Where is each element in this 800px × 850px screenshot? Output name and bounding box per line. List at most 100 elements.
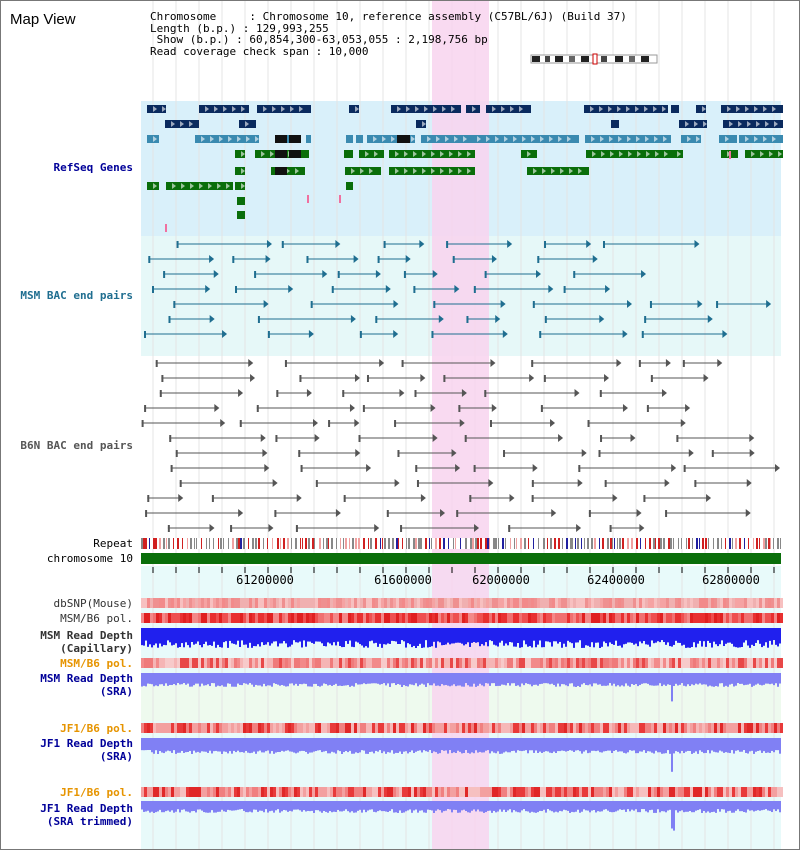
dbsnp-cell xyxy=(672,598,675,608)
jf1-b6-pol2-cell xyxy=(480,787,483,797)
jf1-trimmed-depth-bar xyxy=(625,801,627,812)
msm-sra-depth-bar xyxy=(649,673,651,686)
jf1-trimmed-depth-bar xyxy=(279,801,281,813)
msm-b6-pol2-cell xyxy=(768,658,771,668)
msm-sra-depth-bar xyxy=(299,673,301,685)
jf1-b6-pol-cell xyxy=(672,723,675,733)
msm-capillary-depth-bar xyxy=(417,628,419,646)
msm-b6-pol2-cell xyxy=(687,658,690,668)
msm-b6-pol-cell xyxy=(213,613,216,623)
jf1-sra-depth-bar xyxy=(557,738,559,752)
repeat-element xyxy=(272,538,273,549)
dbsnp-cell xyxy=(627,598,630,608)
jf1-sra-depth-bar xyxy=(755,738,757,752)
jf1-b6-pol2-cell xyxy=(432,787,435,797)
msm-capillary-depth-bar xyxy=(539,628,541,641)
b6n-bac-pair-end xyxy=(711,450,714,457)
msm-b6-pol2-cell xyxy=(468,658,471,668)
jf1-b6-pol2-cell xyxy=(756,787,759,797)
msm-capillary-depth-bar xyxy=(741,628,743,647)
jf1-trimmed-depth-bar xyxy=(727,801,729,812)
msm-b6-pol-cell xyxy=(630,613,633,623)
b6n-bac-pair-end xyxy=(650,375,653,382)
jf1-sra-depth-bar xyxy=(237,738,239,751)
jf1-b6-pol-cell xyxy=(372,723,375,733)
jf1-trimmed-depth-bar xyxy=(233,801,235,811)
jf1-b6-pol2-cell xyxy=(144,787,147,797)
msm-capillary-depth-bar xyxy=(375,628,377,643)
msm-capillary-depth-bar xyxy=(495,628,497,646)
msm-capillary-depth-bar xyxy=(713,628,715,642)
msm-b6-pol-cell xyxy=(342,613,345,623)
jf1-b6-pol-cell xyxy=(594,723,597,733)
jf1-b6-pol2-cell xyxy=(183,787,186,797)
msm-sra-depth-bar xyxy=(561,673,563,685)
msm-bac-pair-end xyxy=(209,255,215,263)
jf1-b6-pol2-cell xyxy=(474,787,477,797)
repeat-element xyxy=(558,538,560,549)
jf1-sra-depth-bar xyxy=(577,738,579,751)
jf1-b6-pol-cell xyxy=(297,723,300,733)
dbsnp-cell xyxy=(375,598,378,608)
jf1-trimmed-depth-bar xyxy=(521,801,523,811)
msm-capillary-depth-bar xyxy=(469,628,471,647)
jf1-b6-pol-cell xyxy=(249,723,252,733)
chromosome-ideogram[interactable] xyxy=(529,53,661,65)
dbsnp-cell xyxy=(390,598,393,608)
msm-sra-depth-bar xyxy=(689,673,691,686)
msm-b6-pol2-cell xyxy=(666,658,669,668)
jf1-b6-pol-cell xyxy=(549,723,552,733)
msm-sra-depth-bar xyxy=(629,673,631,687)
msm-b6-pol-cell xyxy=(438,613,441,623)
msm-b6-pol-cell xyxy=(588,613,591,623)
msm-sra-depth-bar xyxy=(229,673,231,684)
repeat-element xyxy=(418,538,420,549)
b6n-bac-pair-end xyxy=(155,360,158,367)
msm-sra-depth-bar xyxy=(461,673,463,687)
msm-sra-depth-bar xyxy=(611,673,613,686)
msm-sra-depth-bar xyxy=(313,673,315,684)
msm-sra-depth-bar xyxy=(543,673,545,684)
genome-tracks[interactable] xyxy=(141,1,800,850)
msm-b6-pol2-cell xyxy=(372,658,375,668)
repeat-element xyxy=(645,538,646,549)
jf1-b6-pol2-cell xyxy=(414,787,417,797)
repeat-element xyxy=(739,538,741,549)
jf1-trimmed-depth-bar xyxy=(703,801,705,812)
jf1-trimmed-depth-bar xyxy=(601,801,603,812)
jf1-b6-pol2-cell xyxy=(489,787,492,797)
jf1-trimmed-depth-bar xyxy=(299,801,301,811)
msm-bac-pair-end xyxy=(151,286,154,293)
jf1-b6-pol2-cell xyxy=(438,787,441,797)
msm-capillary-depth-bar xyxy=(525,628,527,645)
jf1-trimmed-depth-bar xyxy=(329,801,331,812)
jf1-sra-depth-bar xyxy=(419,738,421,751)
msm-sra-depth-bar xyxy=(755,673,757,685)
jf1-trimmed-depth-bar xyxy=(297,801,299,810)
jf1-b6-pol2-cell xyxy=(222,787,225,797)
b6n-bac-pair-end xyxy=(489,420,492,427)
msm-b6-pol-cell xyxy=(390,613,393,623)
jf1-sra-depth-bar xyxy=(507,738,509,753)
jf1-sra-depth-bar xyxy=(361,738,363,751)
msm-capillary-depth-bar xyxy=(601,628,603,647)
jf1-trimmed-depth-bar xyxy=(779,801,781,813)
jf1-b6-pol2-cell xyxy=(174,787,177,797)
dbsnp-cell xyxy=(525,598,528,608)
jf1-sra-depth-bar xyxy=(165,738,167,752)
b6n-bac-pair-end xyxy=(703,374,709,382)
jf1-b6-pol-cell xyxy=(423,723,426,733)
dbsnp-cell xyxy=(453,598,456,608)
msm-sra-depth-bar xyxy=(687,673,689,685)
jf1-b6-pol-cell xyxy=(468,723,471,733)
msm-b6-pol-cell xyxy=(444,613,447,623)
repeat-element xyxy=(619,538,621,549)
repeat-element xyxy=(729,538,731,549)
msm-b6-pol-cell xyxy=(309,613,312,623)
msm-capillary-depth-bar xyxy=(291,628,293,645)
msm-b6-pol2-cell xyxy=(342,658,345,668)
jf1-trimmed-depth-bar xyxy=(677,801,679,813)
jf1-b6-pol-cell xyxy=(675,723,678,733)
dbsnp-cell xyxy=(732,598,735,608)
gene-black-block xyxy=(275,150,287,158)
